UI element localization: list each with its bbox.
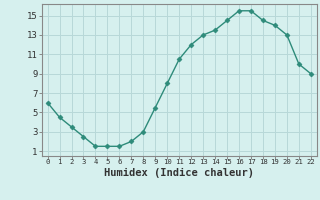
X-axis label: Humidex (Indice chaleur): Humidex (Indice chaleur) xyxy=(104,168,254,178)
